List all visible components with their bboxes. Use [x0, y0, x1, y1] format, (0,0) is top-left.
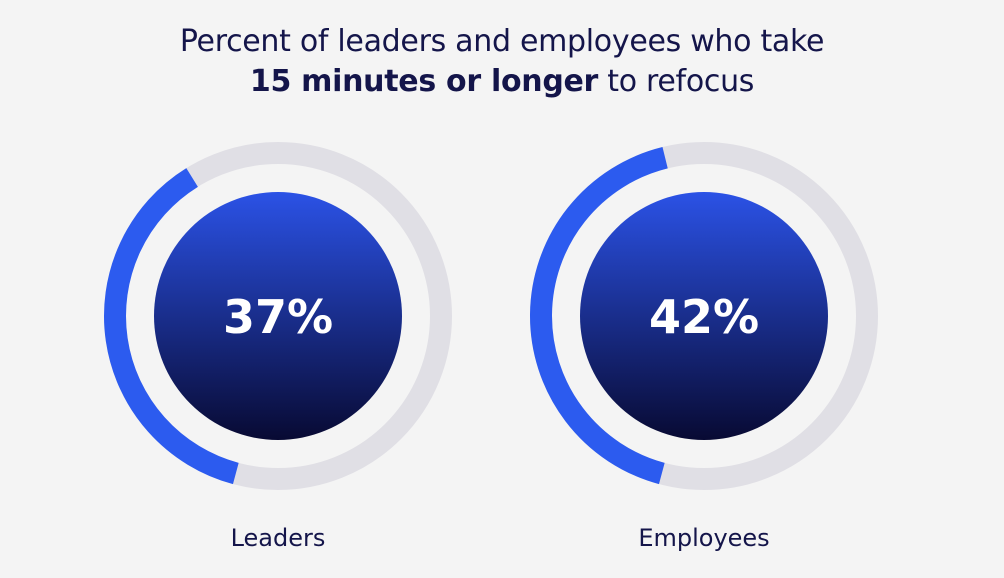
chart-title-emphasis: 15 minutes or longer — [249, 64, 599, 99]
ring-disc-leaders — [154, 192, 402, 440]
value-label-leaders: 37% — [223, 290, 333, 344]
category-label-leaders: Leaders — [231, 524, 326, 552]
ring-progress-employees — [530, 147, 668, 485]
category-label-employees: Employees — [638, 524, 769, 552]
chart-title-line-1: Percent of leaders and employees who tak… — [179, 24, 825, 59]
ring-disc-employees — [580, 192, 828, 440]
chart-title-rest: to refocus — [598, 64, 755, 99]
donut-leaders: 37% Leaders — [104, 142, 452, 552]
donut-employees: 42% Employees — [530, 142, 878, 552]
chart-title-line-2: 15 minutes or longer to refocus — [0, 62, 1004, 102]
chart-title: Percent of leaders and employees who tak… — [0, 22, 1004, 102]
value-label-employees: 42% — [649, 290, 759, 344]
ring-progress-leaders — [104, 168, 239, 485]
